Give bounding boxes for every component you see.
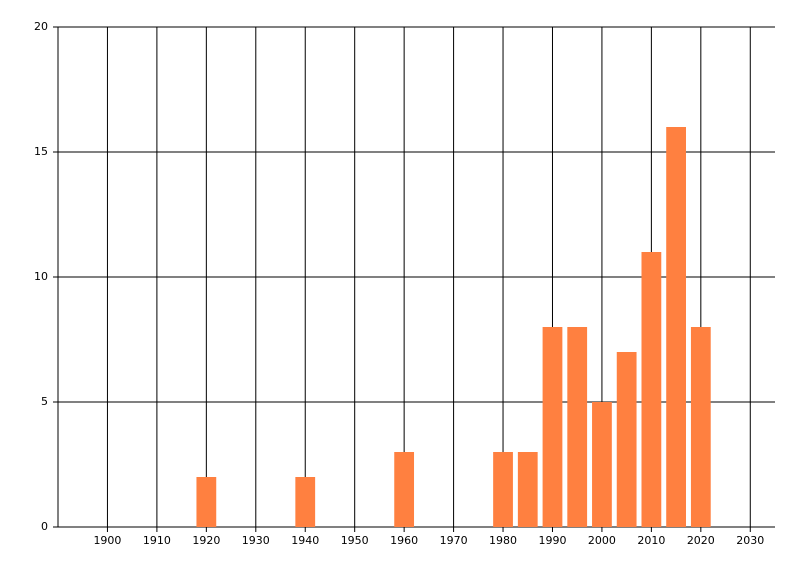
bar [542,327,563,527]
x-tick-label: 1990 [538,534,566,547]
x-tick-label: 1910 [143,534,171,547]
bar [666,127,686,527]
x-tick-label: 2010 [637,534,665,547]
bar [493,452,513,527]
x-tick-label: 2000 [588,534,616,547]
bar [196,477,217,527]
x-tick-label: 1930 [242,534,270,547]
y-tick-label: 0 [41,520,48,533]
bar [641,252,662,527]
bar [592,402,612,527]
x-tick-label: 1940 [291,534,319,547]
bar [616,352,637,527]
bar [567,327,588,527]
y-tick-label: 20 [34,20,48,33]
x-tick-label: 1980 [489,534,517,547]
x-tick-label: 1960 [390,534,418,547]
x-tick-label: 2030 [736,534,764,547]
x-tick-label: 1950 [341,534,369,547]
bar [517,452,538,527]
x-tick-label: 2020 [687,534,715,547]
y-tick-label: 10 [34,270,48,283]
x-tick-label: 1920 [192,534,220,547]
bar [690,327,711,527]
x-tick-label: 1970 [440,534,468,547]
bar [295,477,316,527]
x-tick-label: 1900 [93,534,121,547]
bar [394,452,415,527]
y-tick-label: 15 [34,145,48,158]
y-tick-label: 5 [41,395,48,408]
